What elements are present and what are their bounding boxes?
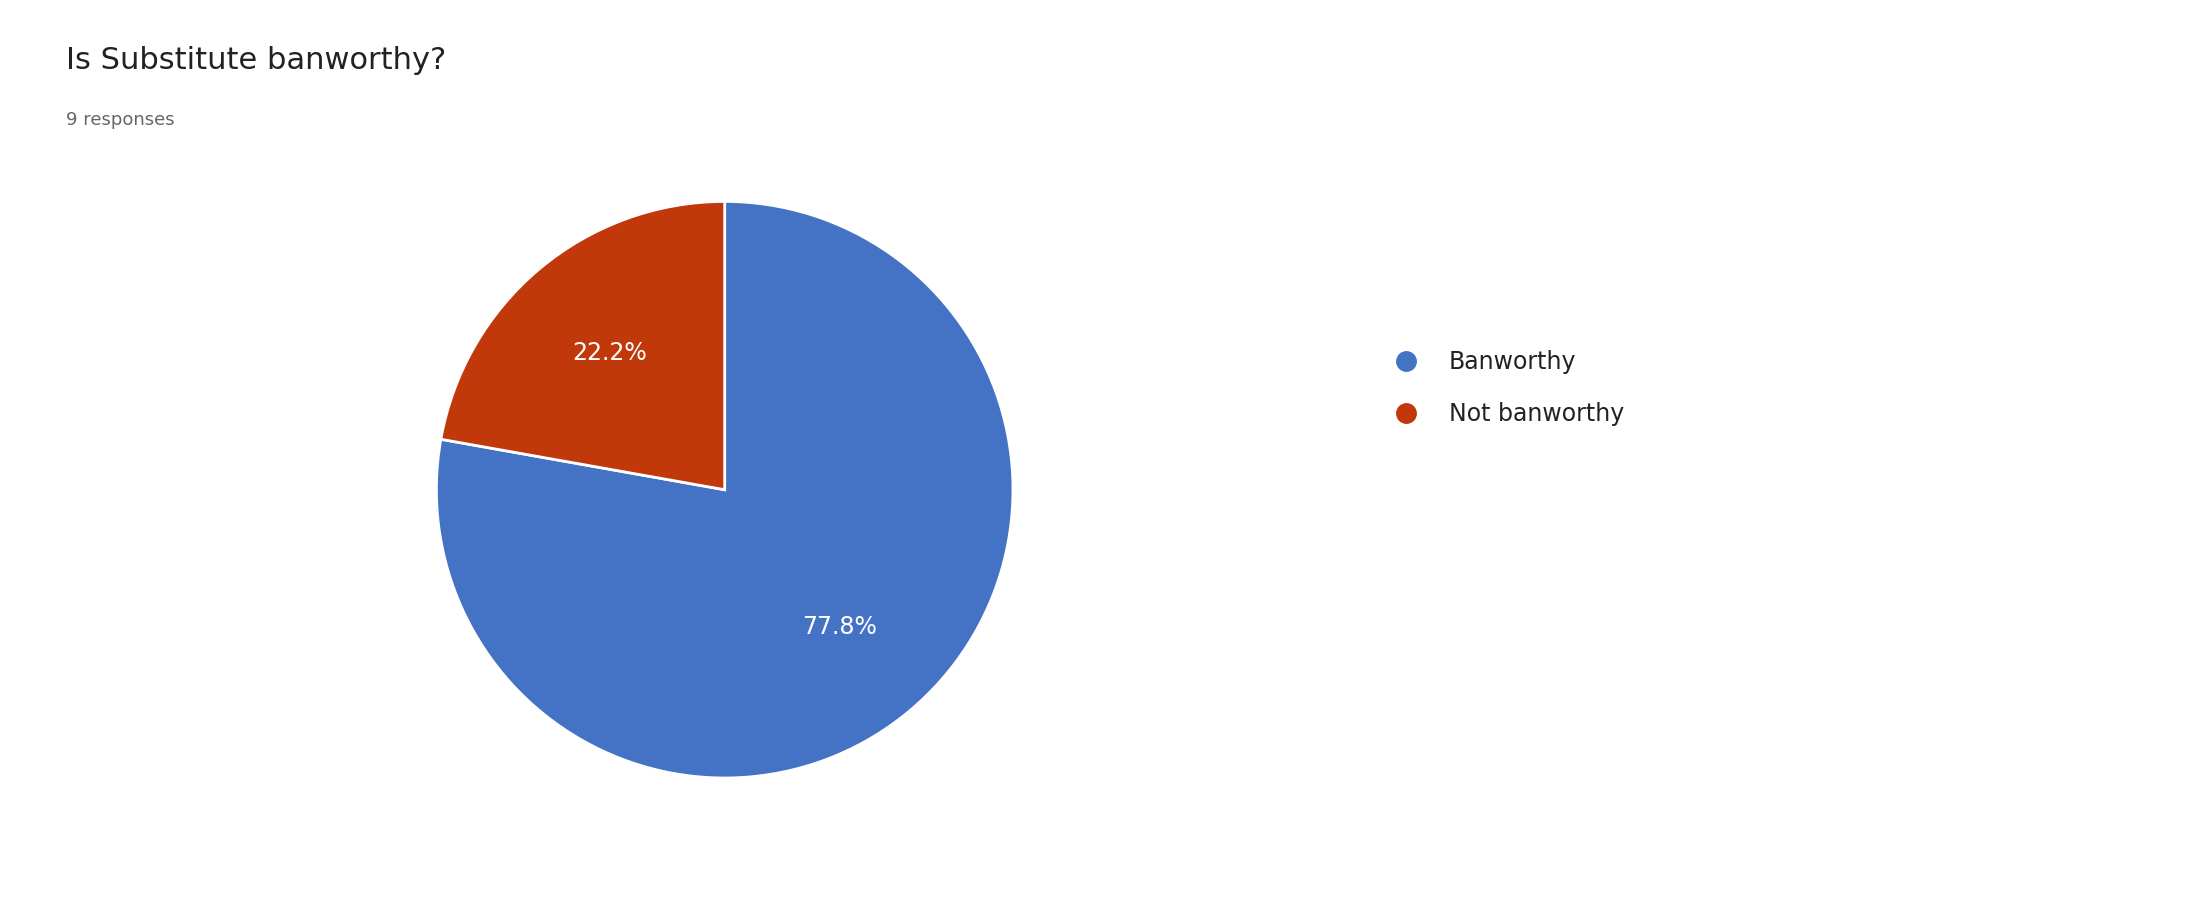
Text: Is Substitute banworthy?: Is Substitute banworthy? xyxy=(66,46,446,75)
Text: 77.8%: 77.8% xyxy=(802,614,876,638)
Text: 22.2%: 22.2% xyxy=(573,341,648,365)
Wedge shape xyxy=(437,201,1012,778)
Wedge shape xyxy=(441,201,725,490)
Legend: Banworthy, Not banworthy: Banworthy, Not banworthy xyxy=(1372,340,1634,436)
Text: 9 responses: 9 responses xyxy=(66,111,173,128)
